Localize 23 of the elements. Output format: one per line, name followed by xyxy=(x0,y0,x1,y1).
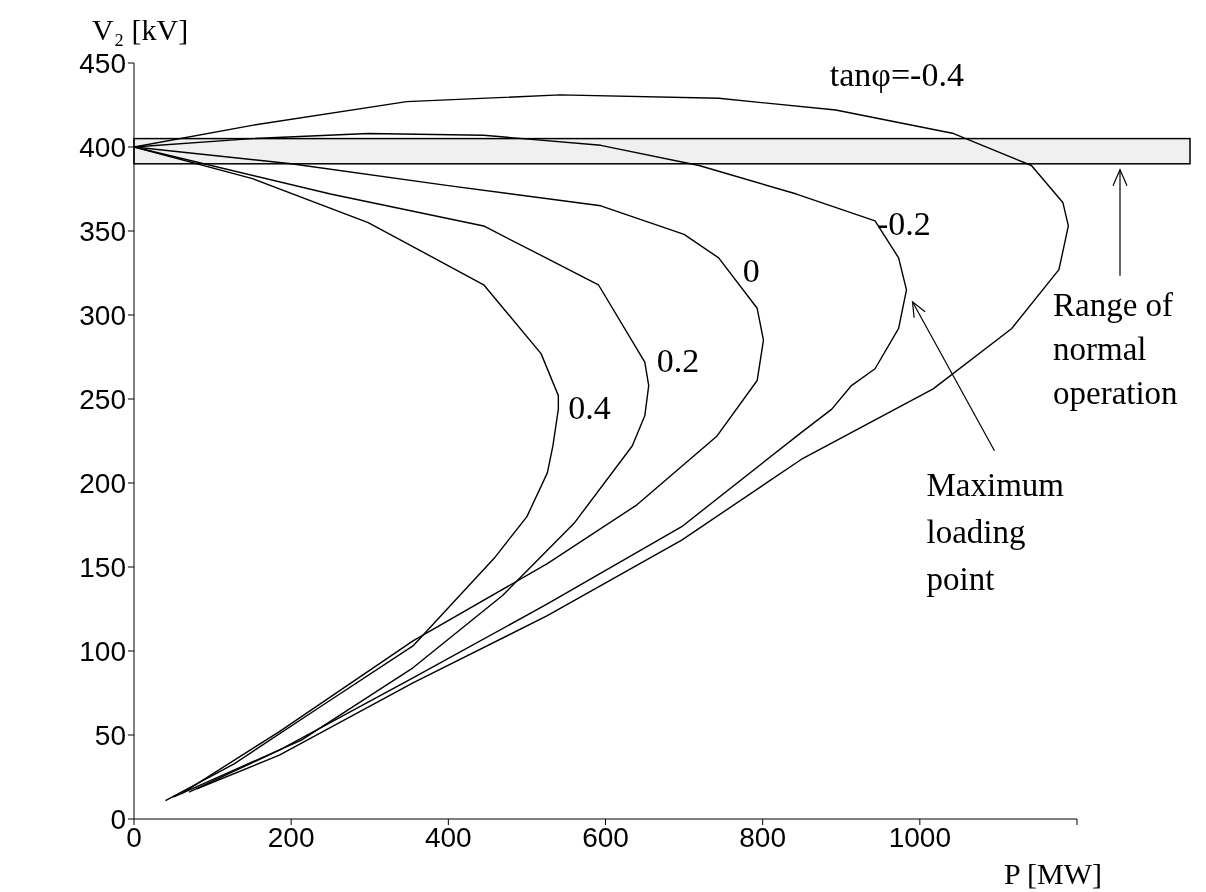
x-axis-title: P [MW] xyxy=(1004,857,1103,890)
y-tick-label: 50 xyxy=(94,719,126,751)
x-tick-label: 400 xyxy=(424,821,472,853)
x-tick-label: 800 xyxy=(739,821,787,853)
y-tick-label: 400 xyxy=(79,131,126,163)
annotation: Maximum loading point xyxy=(926,466,1065,597)
y-tick-label: 350 xyxy=(79,215,126,247)
series-label: 0 xyxy=(742,251,760,289)
x-tick-label: 600 xyxy=(582,821,629,853)
series-label: -0.2 xyxy=(877,204,931,242)
y-tick-label: 100 xyxy=(79,635,126,667)
y-tick-label: 450 xyxy=(79,47,126,79)
x-tick-label: 200 xyxy=(267,821,315,853)
band-label: Range of normal operation xyxy=(1053,286,1178,411)
y-axis-title: V₂ [kV] xyxy=(92,13,189,46)
y-tick-label: 150 xyxy=(79,551,126,583)
series-label: tanφ=-0.4 xyxy=(829,56,964,94)
x-tick-label: 1000 xyxy=(888,821,951,853)
y-tick-label: 200 xyxy=(79,467,126,499)
y-tick-label: 300 xyxy=(79,299,126,331)
series-label: 0.4 xyxy=(568,389,611,427)
series-label: 0.2 xyxy=(656,341,700,379)
y-tick-label: 250 xyxy=(79,383,126,415)
